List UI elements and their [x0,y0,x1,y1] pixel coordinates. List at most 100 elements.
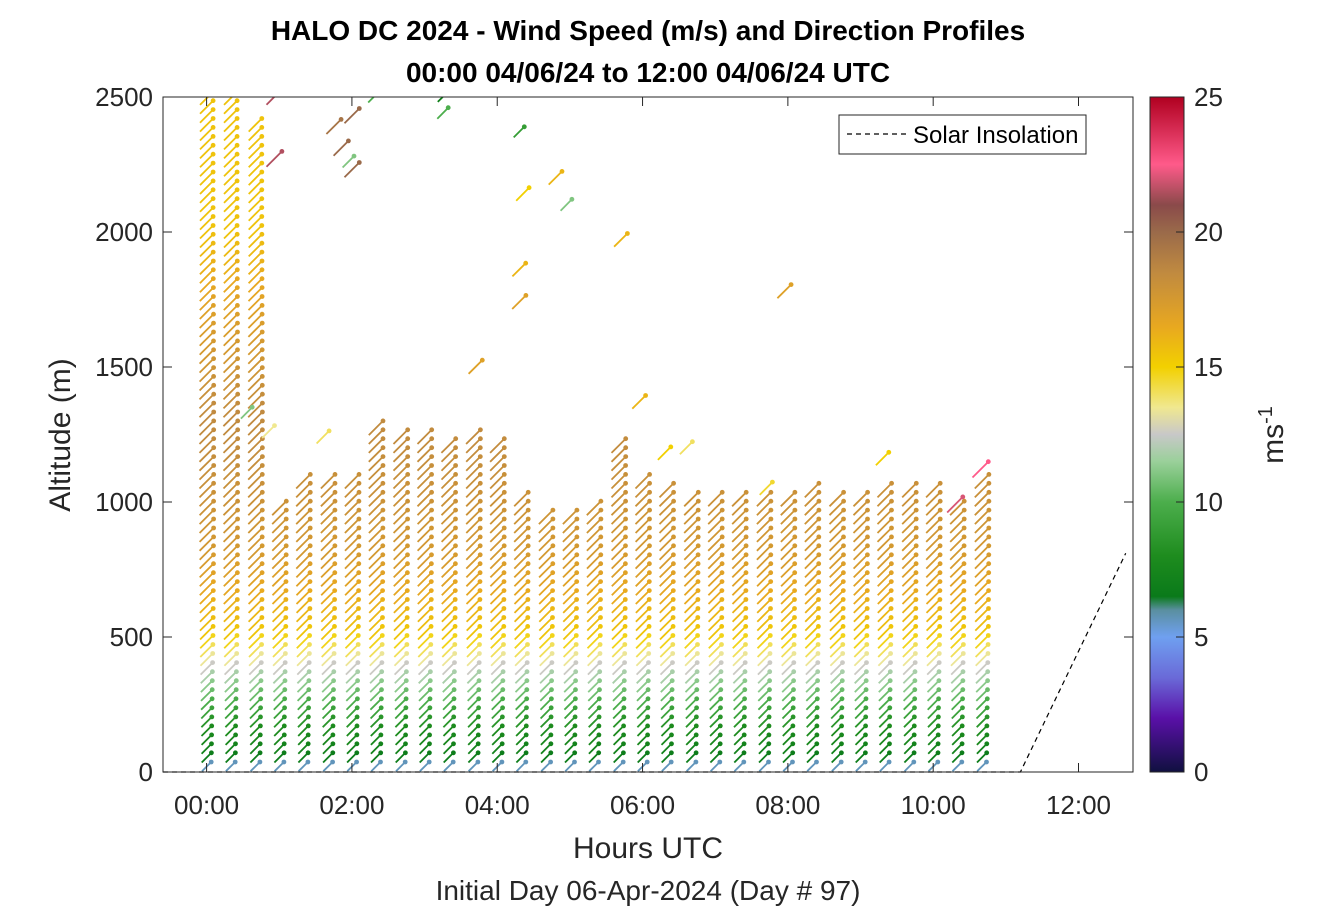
wind-vector-head [912,696,918,702]
wind-vector-head [888,615,894,620]
wind-vector [780,527,796,543]
wind-vector [368,500,384,516]
wind-vector-head [380,516,386,522]
wind-vector-head [816,579,821,584]
wind-vector [198,420,215,436]
wind-vector-head [211,89,216,94]
wind-vector [296,634,311,649]
wind-vector-head [816,561,822,567]
wind-vector [417,661,432,676]
wind-vector-head [574,543,580,549]
wind-vector-head [719,516,725,522]
wind-vector [199,189,214,204]
wind-vector-head [211,303,216,308]
wind-vector-head [332,570,338,576]
wind-vector-head [695,534,701,540]
wind-vector-head [233,696,239,702]
wind-vector-head [767,642,773,647]
wind-vector [513,491,529,507]
wind-vector-head [331,687,336,693]
wind-vector-head [403,723,409,729]
wind-vector [659,625,674,641]
wind-vector [199,100,214,115]
wind-vector-head [913,498,919,504]
wind-vector [345,707,358,720]
wind-vector [901,554,917,570]
wind-vector [392,482,409,499]
wind-vector [562,580,578,596]
wind-vector [271,598,287,614]
wind-vector [829,589,844,605]
wind-vector [634,500,651,516]
wind-vector [417,563,433,579]
wind-vector [344,509,360,525]
wind-vector-head [378,705,384,711]
wind-vector [247,580,263,596]
wind-vector-head [790,750,796,756]
wind-vector-head [887,678,893,684]
wind-vector-head [913,507,919,513]
wind-vector [248,162,263,177]
wind-vector-head [791,642,797,647]
wind-vector [271,545,287,561]
wind-vector-head [839,678,845,684]
wind-vector [393,625,408,641]
wind-vector-head [549,687,554,693]
wind-vector [781,680,795,693]
wind-vector-head [501,498,507,504]
wind-vector-head [670,597,676,602]
wind-vector-head [499,741,505,747]
wind-vector-head [572,714,578,720]
wind-vector-head [235,507,241,513]
wind-vector-head [501,525,507,531]
wind-vector [612,671,626,684]
wind-vector-head [330,741,336,747]
wind-vector-head [985,687,990,693]
wind-vector [320,527,336,543]
wind-vector [685,698,698,711]
wind-vector [901,527,917,543]
wind-vector [829,572,845,587]
wind-vector-head [210,223,216,228]
wind-vector-head [862,759,868,765]
wind-vector-head [404,615,410,620]
wind-vector-head [986,570,992,576]
wind-vector-head [669,723,674,729]
wind-vector-head [841,507,846,513]
wind-vector-head [960,714,965,720]
wind-vector-head [426,759,432,765]
wind-vector [368,572,384,587]
wind-vector-head [936,696,941,702]
wind-vector [466,616,481,632]
wind-vector [658,536,675,552]
wind-vector-head [743,489,749,495]
wind-vector [828,509,845,525]
wind-vector-head [573,651,579,656]
wind-vector-head [961,570,967,576]
wind-vector [974,572,990,587]
wind-vector [393,563,409,579]
wind-vector-head [259,134,265,139]
wind-vector-head [669,750,674,756]
wind-vector [224,671,238,684]
wind-vector [223,171,238,186]
wind-vector-head [259,489,265,495]
wind-vector [248,224,263,240]
wind-vector-head [501,463,507,468]
wind-vector-head [210,240,216,246]
wind-vector-head [211,400,217,406]
wind-vector [828,554,845,570]
wind-vector [610,545,627,561]
wind-vector [199,607,214,623]
wind-vector [830,698,843,711]
wind-vector-head [841,570,846,576]
wind-vector-head [501,507,507,513]
wind-vector-head [451,678,457,684]
wind-vector [658,527,675,543]
wind-vector-head [210,169,216,175]
wind-vector-head [330,723,336,729]
wind-vector [732,652,746,667]
wind-vector-head [889,534,894,540]
wind-vector-head [693,732,699,738]
wind-vector [707,518,723,534]
